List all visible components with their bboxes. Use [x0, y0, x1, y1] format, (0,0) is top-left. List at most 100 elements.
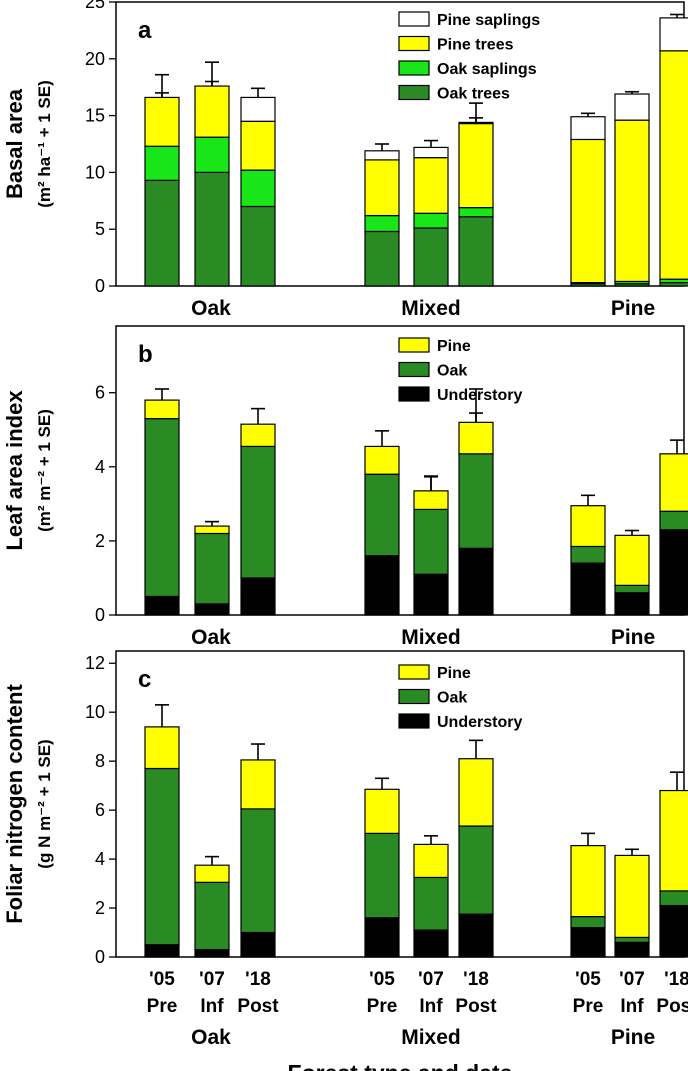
bar-segment-pine [144, 726, 180, 770]
x-year-label: '05 [575, 969, 601, 990]
y-tick-label: 5 [95, 219, 105, 239]
bar-segment-pine-trees [458, 122, 494, 209]
x-year-label: '07 [619, 969, 645, 990]
bar-segment-oak [240, 445, 276, 579]
x-group-label: Oak [191, 1026, 231, 1049]
bar-segment-pine [614, 854, 650, 939]
x-group-label: Mixed [401, 1026, 461, 1049]
bar-segment-pine [458, 758, 494, 827]
bar-segment-oak [144, 418, 180, 598]
y-axis-title: Foliar nitrogen content [2, 684, 27, 924]
bar-segment-understory [240, 577, 276, 616]
bar-segment-pine-trees [144, 96, 180, 147]
legend-label: Pine saplings [437, 12, 540, 29]
bar-segment-oak [570, 545, 606, 564]
bar-segment-oak [364, 473, 400, 557]
bar-segment-pine-saplings [240, 96, 276, 122]
bar-segment-oak-saplings [144, 145, 180, 181]
bar-segment-oak-saplings [364, 214, 400, 233]
y-tick-label: 8 [95, 751, 105, 771]
y-tick-label: 25 [85, 0, 105, 12]
y-axis-units: (m² ha⁻¹ + 1 SE) [35, 80, 54, 208]
bar-segment-pine-trees [659, 50, 688, 280]
bar-segment-pine [144, 399, 180, 420]
bar-segment-oak [144, 767, 180, 946]
x-year-label: '05 [149, 969, 175, 990]
bar-segment-oak-trees [240, 205, 276, 287]
bar-segment-pine [659, 789, 688, 892]
bar-segment-understory [144, 944, 180, 958]
bar-segment-oak-trees [364, 230, 400, 287]
bar-segment-understory [364, 555, 400, 616]
bar-segment-oak [458, 825, 494, 915]
bar-segment-pine-trees [240, 120, 276, 171]
legend-swatch [398, 35, 430, 52]
legend-swatch [398, 11, 430, 27]
bar-segment-pine-trees [614, 119, 650, 283]
group-label: Oak [191, 626, 231, 649]
bar-segment-pine [570, 845, 606, 918]
bar-segment-understory [659, 904, 688, 958]
legend-label: Oak [437, 690, 467, 707]
bar-segment-pine [240, 759, 276, 810]
bar-segment-pine [458, 421, 494, 455]
bar-segment-pine [659, 453, 688, 512]
bar-segment-pine-saplings [570, 116, 606, 141]
x-phase-label: Post [656, 996, 688, 1017]
bar-segment-understory [458, 913, 494, 958]
legend-label: Pine [437, 338, 471, 355]
y-axis-units: (m² m⁻² + 1 SE) [35, 409, 54, 532]
legend-label: Oak saplings [437, 61, 537, 78]
y-tick-label: 12 [85, 653, 105, 673]
x-phase-label: Post [455, 996, 497, 1017]
x-axis-title: Forest type and date [288, 1060, 513, 1071]
legend-swatch [398, 60, 430, 76]
panel-b: b 0 2 4 6 Leaf area index (m² m⁻² + 1 SE) Oak Mi… [2, 325, 688, 649]
y-tick-label: 10 [85, 162, 105, 182]
group-label: Mixed [401, 626, 461, 649]
bar-segment-understory [570, 927, 606, 958]
bar-segment-understory [194, 949, 230, 958]
bar-segment-oak-saplings [458, 207, 494, 218]
x-phase-label: Inf [620, 996, 644, 1017]
legend-label: Pine [437, 665, 471, 682]
bar-segment-oak [458, 453, 494, 549]
bar-segment-understory [458, 547, 494, 616]
legend-swatch [398, 337, 430, 353]
y-tick-label: 20 [85, 49, 105, 69]
bar-segment-pine [194, 864, 230, 883]
bar-segment-understory [659, 529, 688, 616]
legend-swatch [398, 386, 430, 402]
x-phase-label: Inf [200, 996, 224, 1017]
y-tick-label: 6 [95, 800, 105, 820]
legend-label: Oak trees [437, 86, 510, 103]
bar-segment-pine [570, 505, 606, 548]
panel-letter: c [138, 666, 151, 693]
x-year-label: '05 [369, 969, 395, 990]
y-tick-label: 0 [95, 947, 105, 967]
x-group-label: Pine [611, 1026, 655, 1049]
bar-segment-pine [413, 490, 449, 511]
legend-swatch [398, 713, 430, 729]
y-tick-label: 4 [95, 849, 105, 869]
bar-segment-oak-trees [144, 179, 180, 287]
x-year-label: '18 [463, 969, 489, 990]
bar-segment-pine-trees [413, 157, 449, 214]
bar-segment-oak-trees [413, 227, 449, 287]
group-label: Mixed [401, 297, 461, 320]
bar-segment-oak [194, 532, 230, 605]
bar-segment-understory [364, 917, 400, 958]
y-tick-label: 0 [95, 605, 105, 625]
x-phase-label: Pre [367, 996, 398, 1017]
legend-label: Pine trees [437, 37, 514, 54]
x-year-label: '07 [418, 969, 444, 990]
y-tick-label: 10 [85, 702, 105, 722]
legend-label: Understory [437, 387, 522, 404]
y-axis-title: Leaf area index [2, 390, 27, 551]
y-tick-label: 2 [95, 531, 105, 551]
bar-segment-pine [364, 445, 400, 475]
bar-segment-oak [659, 890, 688, 907]
legend-swatch [398, 664, 430, 680]
bar-segment-pine [364, 788, 400, 834]
bar-segment-oak [570, 916, 606, 929]
